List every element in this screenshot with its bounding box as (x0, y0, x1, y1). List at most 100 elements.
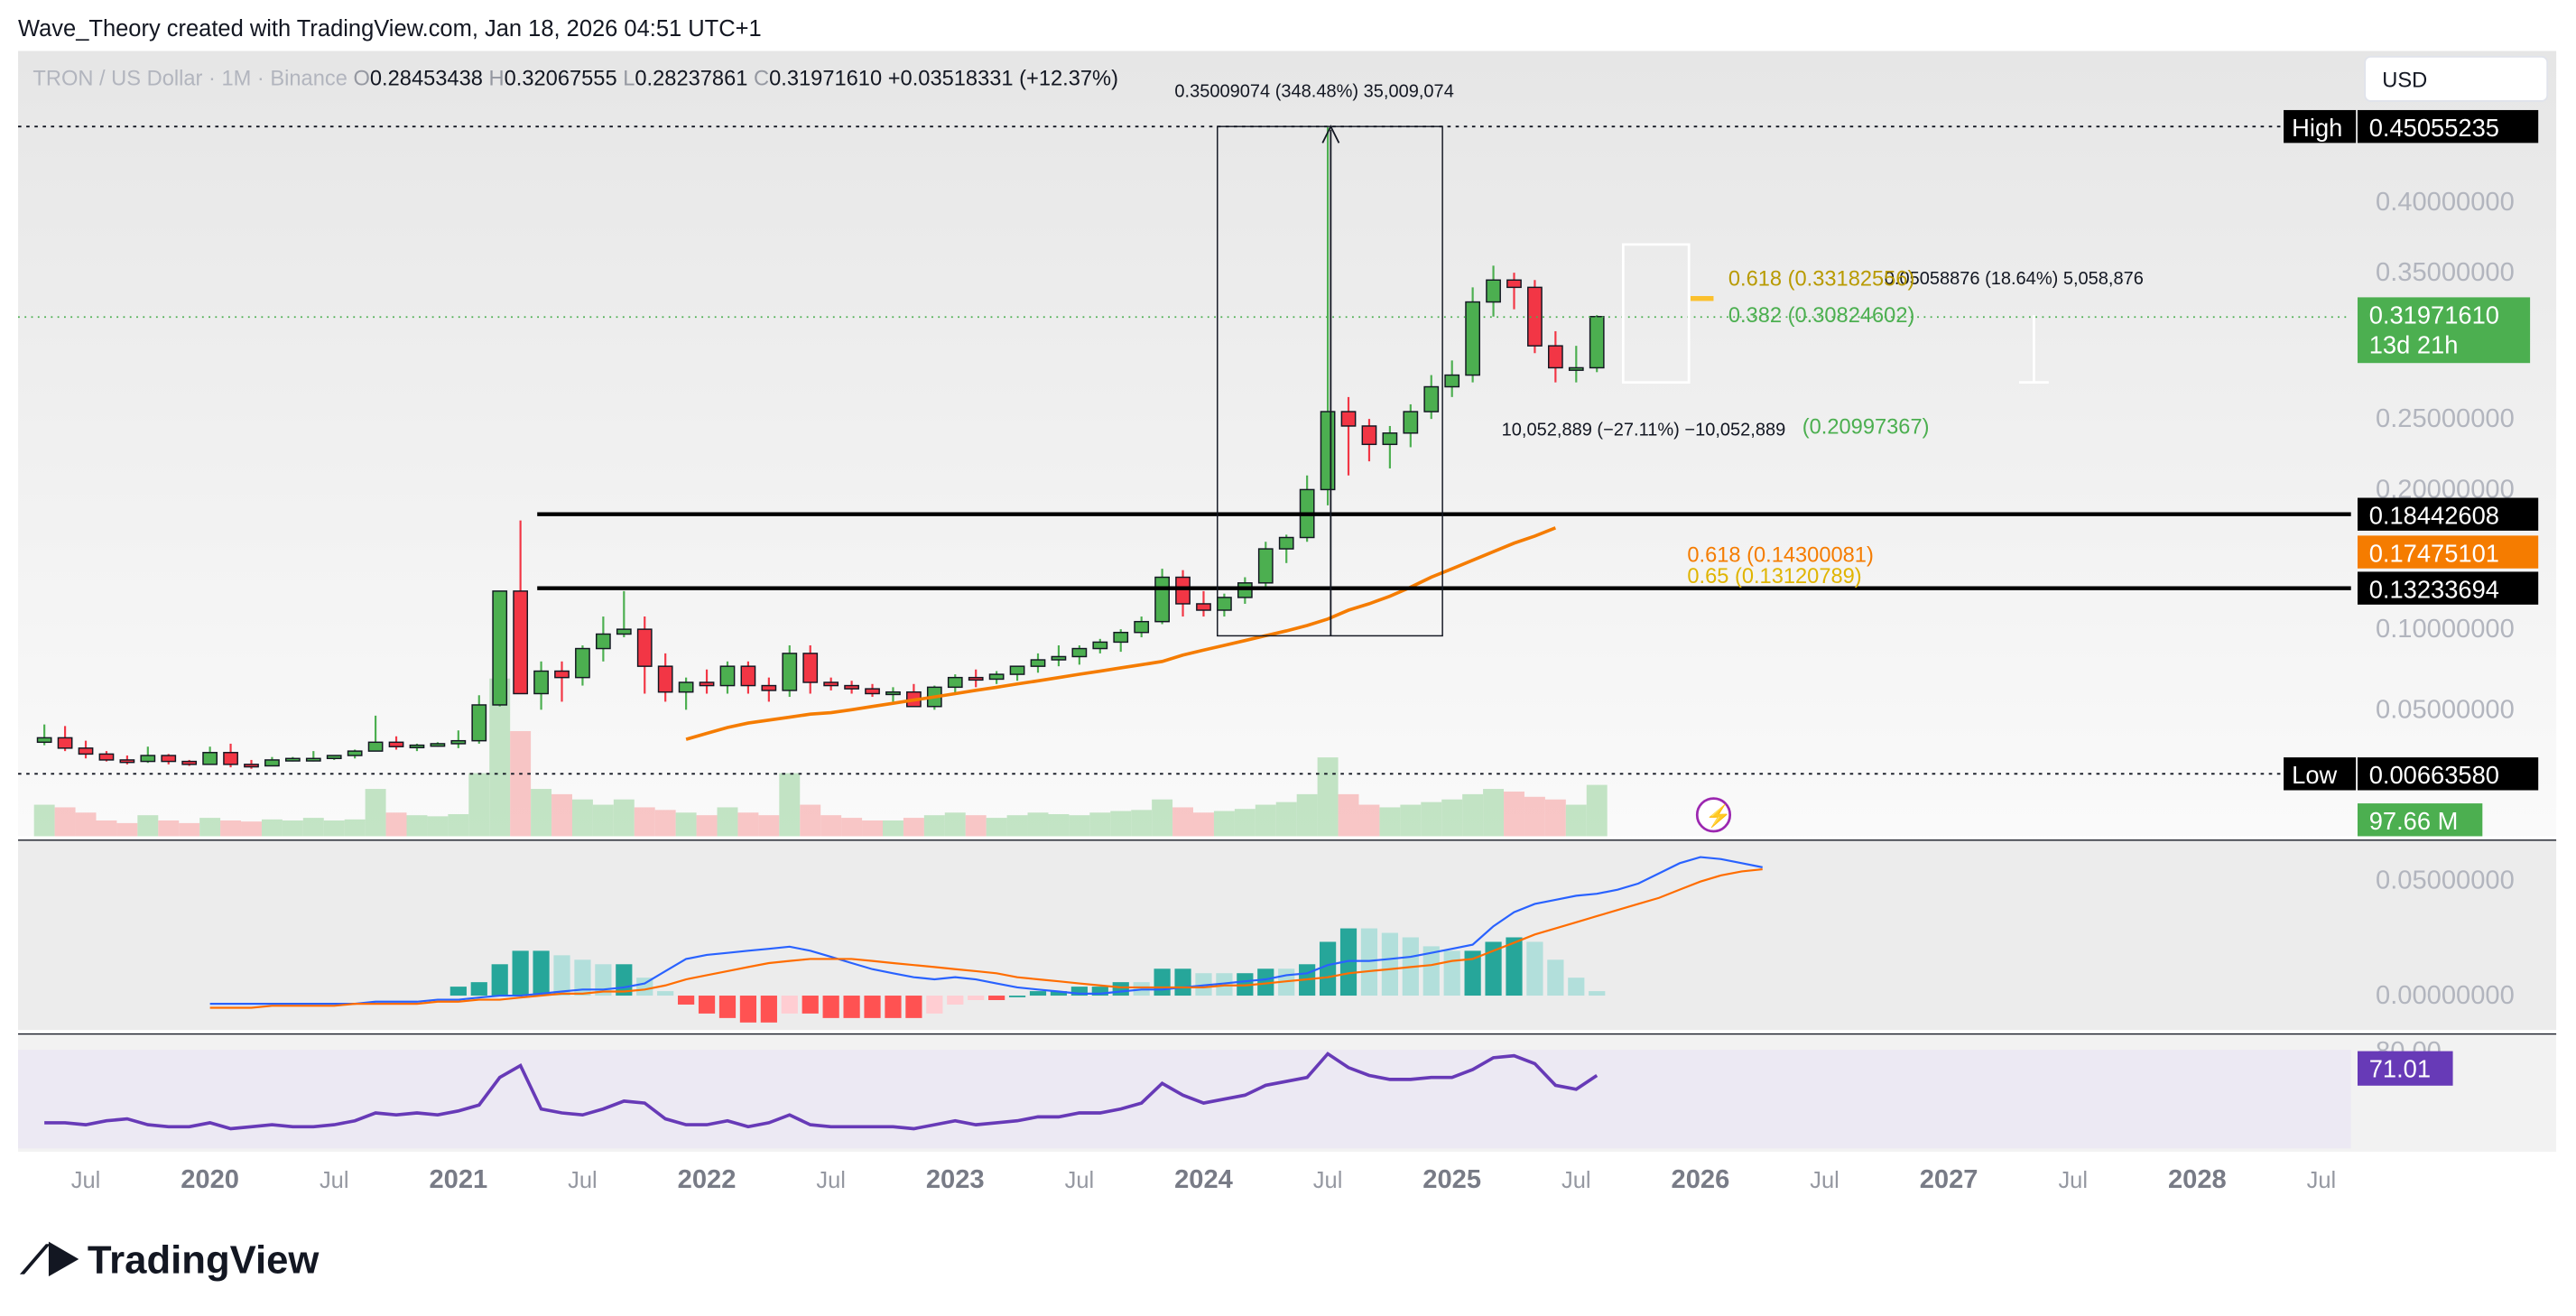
candle (347, 749, 363, 759)
candle-body (1009, 665, 1025, 675)
candle (844, 681, 859, 694)
candle-body (802, 653, 819, 683)
price-axis-tick: 0.10000000 (2376, 615, 2515, 644)
support-tag-value: 0.13233694 (2369, 576, 2499, 604)
candle-body (1382, 432, 1398, 446)
candle (1506, 273, 1522, 310)
candle-body (430, 743, 446, 747)
high-tag-label: High (2292, 114, 2342, 142)
candle (140, 746, 156, 764)
candle-body (409, 744, 425, 749)
macd-histogram-bar (760, 996, 777, 1023)
time-axis-tick: Jul (2058, 1168, 2088, 1193)
candle-body (181, 760, 198, 765)
macd-histogram-bar (926, 996, 943, 1014)
macd-histogram-bar (1257, 968, 1274, 996)
candle (988, 671, 1005, 684)
volume-bar (862, 820, 883, 837)
macd-histogram-bar (1381, 932, 1398, 996)
macd-histogram-bar (636, 978, 653, 996)
volume-bar (199, 818, 221, 837)
macd-line (209, 856, 1763, 1006)
volume-bar (1172, 807, 1194, 837)
candle-body (202, 752, 218, 765)
candle (657, 653, 673, 702)
candle-body (947, 676, 963, 689)
candle-body (492, 590, 508, 706)
lightning-glyph: ⚡ (1705, 803, 1731, 829)
time-axis-svg: Jul 2020 Jul 2021 Jul 2022 Jul 2023 Jul 2024 Jul 20… (18, 1151, 2557, 1208)
candle (513, 520, 529, 695)
signal-line (209, 867, 1763, 1009)
candle-body (844, 684, 859, 690)
time-axis-tick: 2022 (678, 1165, 737, 1194)
candle-body (885, 690, 901, 696)
time-axis-tick: Jul (71, 1168, 101, 1193)
candle (98, 751, 115, 762)
price-chart[interactable]: 0.35009074 (348.48%) 35,009,074 10,052,88… (18, 51, 2557, 837)
candle (1486, 265, 1501, 317)
candle (1340, 396, 1357, 476)
candle-body (1071, 647, 1088, 658)
volume-bar (158, 820, 180, 837)
candle-body (1486, 279, 1501, 303)
volume-bar (1379, 807, 1401, 837)
candle-body (1217, 597, 1232, 611)
currency-selector[interactable]: USD (2364, 55, 2549, 102)
macd-histogram-bar (1319, 941, 1337, 996)
price-tag-countdown: 13d 21h (2369, 330, 2459, 358)
volume-tag: 97.66 M (2357, 803, 2483, 837)
candle-body (865, 688, 880, 695)
candle (1071, 644, 1088, 665)
volume-bar (1213, 811, 1235, 837)
time-axis-tick: Jul (2307, 1168, 2337, 1193)
candle-body (264, 759, 280, 767)
resistance-tag-value: 0.18442608 (2369, 502, 2499, 530)
rsi-tag-value: 71.01 (2369, 1055, 2431, 1083)
volume-bar (1524, 796, 1545, 837)
candle-body (1030, 659, 1046, 667)
candle (1175, 570, 1191, 617)
ma-tag-value: 0.17475101 (2369, 540, 2499, 568)
macd-pane[interactable]: 0.05000000 0.00000000 (18, 839, 2557, 1031)
time-axis-tick: Jul (568, 1168, 598, 1193)
measure-top-label: 0.35009074 (348.48%) 35,009,074 (1174, 81, 1453, 101)
candle-body (1320, 411, 1336, 491)
volume-bar (1089, 812, 1111, 837)
rsi-band (18, 1050, 2351, 1149)
macd-histogram-bar (533, 950, 550, 996)
candle (885, 687, 901, 702)
volume-bar (365, 789, 386, 837)
volume-bar (1048, 814, 1070, 837)
candle-body (36, 737, 52, 744)
macd-chart[interactable]: 0.05000000 0.00000000 (18, 839, 2557, 1031)
macd-histogram-bar (1568, 978, 1585, 996)
volume-bar (571, 799, 593, 837)
candle (1257, 542, 1274, 588)
candle-body (988, 673, 1005, 681)
candle (1423, 375, 1440, 420)
candle (865, 683, 880, 698)
time-axis-tick: 2026 (1672, 1165, 1730, 1194)
macd-histogram-bar (1526, 941, 1543, 996)
volume-bar (385, 812, 407, 837)
volume-bar (758, 815, 780, 837)
candle (678, 677, 694, 710)
volume-bar (1131, 810, 1153, 837)
low-tag-value: 0.00663580 (2369, 761, 2499, 789)
ohlc-legend: TRON / US Dollar · 1M · Binance O0.28453… (32, 66, 1118, 90)
macd-histogram-bar (574, 959, 591, 996)
price-axis-tick: 0.25000000 (2376, 404, 2515, 433)
macd-histogram-bar (553, 955, 570, 996)
price-pane[interactable]: 0.35009074 (348.48%) 35,009,074 10,052,88… (18, 51, 2557, 837)
macd-histogram-bar (843, 996, 860, 1018)
candle-body (161, 755, 177, 763)
volume-bar (1504, 791, 1524, 837)
candle-body (57, 737, 73, 749)
volume-bar (820, 815, 842, 837)
price-axis: 0.400000000.350000000.250000000.20000000… (2284, 109, 2539, 837)
candle (1527, 280, 1543, 354)
rsi-line (44, 1052, 1598, 1131)
